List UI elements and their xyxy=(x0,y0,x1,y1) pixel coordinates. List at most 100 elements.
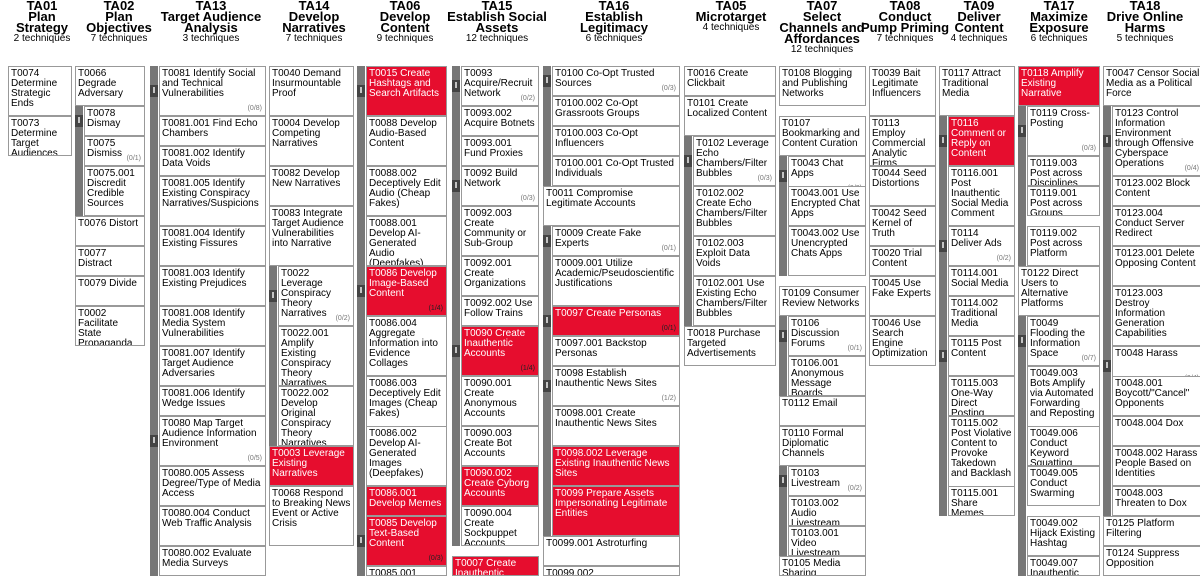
technique-cell[interactable]: T0011 Compromise Legitimate Accounts xyxy=(543,186,680,226)
technique-cell[interactable]: T0004 Develop Competing Narratives xyxy=(269,116,354,166)
technique-cell[interactable]: T0080.002 Evaluate Media Surveys xyxy=(159,546,266,576)
technique-cell[interactable]: T0092.001 Create Organizations xyxy=(461,256,539,296)
expand-toggle-bar[interactable]: ‖ xyxy=(269,266,277,446)
expand-toggle-bar[interactable]: ‖ xyxy=(75,106,83,216)
technique-cell[interactable]: T0090.001 Create Anonymous Accounts xyxy=(461,376,539,426)
technique-cell[interactable]: T0090.002 Create Cyborg Accounts xyxy=(461,466,539,506)
technique-cell[interactable]: T0110 Formal Diplomatic Channels xyxy=(779,426,866,466)
technique-cell[interactable]: T0092.003 Create Community or Sub-Group xyxy=(461,206,539,256)
technique-cell[interactable]: T0115 Post Content xyxy=(948,336,1015,376)
technique-cell[interactable]: T0049.006 Conduct Keyword Squatting xyxy=(1027,426,1100,466)
technique-cell[interactable]: T0076 Distort xyxy=(75,216,145,246)
technique-cell[interactable]: T0040 Demand Insurmountable Proof xyxy=(269,66,354,116)
technique-cell[interactable]: T0088 Develop Audio-Based Content xyxy=(366,116,447,166)
expand-toggle-bar[interactable]: ‖ xyxy=(1018,106,1026,266)
technique-cell[interactable]: T0049.002 Hijack Existing Hashtag xyxy=(1027,516,1100,556)
technique-cell[interactable]: T0098 Establish Inauthentic News Sites (1… xyxy=(552,366,680,406)
tactic-header-ta13[interactable]: TA13 Target Audience Analysis 3 techniques xyxy=(151,0,271,60)
expand-toggle-bar[interactable]: ‖ xyxy=(939,116,947,226)
technique-cell[interactable]: T0016 Create Clickbait xyxy=(684,66,776,96)
expand-icon[interactable]: ‖ xyxy=(543,75,551,87)
technique-cell[interactable]: T0090.004 Create Sockpuppet Accounts xyxy=(461,506,539,546)
technique-cell[interactable]: T0080.005 Assess Degree/Type of Media Ac… xyxy=(159,466,266,506)
technique-cell[interactable]: T0116 Comment or Reply on Content xyxy=(948,116,1015,166)
technique-cell[interactable]: T0100.002 Co-Opt Grassroots Groups xyxy=(552,96,680,126)
technique-cell[interactable]: T0068 Respond to Breaking News Event or … xyxy=(269,486,354,546)
technique-cell[interactable]: T0106.001 Anonymous Message Boards xyxy=(788,356,866,396)
technique-cell[interactable]: T0123.002 Block Content xyxy=(1112,176,1200,206)
expand-icon[interactable]: ‖ xyxy=(779,170,787,182)
technique-cell[interactable]: T0081.006 Identify Wedge Issues xyxy=(159,386,266,416)
technique-cell[interactable]: T0049.007 Inauthentic xyxy=(1027,556,1100,576)
expand-icon[interactable]: ‖ xyxy=(269,290,277,302)
technique-cell[interactable]: T0102.001 Use Existing Echo Chambers/Fil… xyxy=(693,276,776,326)
tactic-header-ta08[interactable]: TA08 Conduct Pump Priming 7 techniques xyxy=(845,0,965,60)
expand-icon[interactable]: ‖ xyxy=(150,435,158,447)
technique-cell[interactable]: T0075 Dismiss (0/1) xyxy=(84,136,145,166)
technique-cell[interactable]: T0093.002 Acquire Botnets xyxy=(461,106,539,136)
technique-cell[interactable]: T0039 Bait Legitimate Influencers xyxy=(869,66,936,116)
technique-cell[interactable]: T0090.003 Create Bot Accounts xyxy=(461,426,539,466)
technique-cell[interactable]: T0115.001 Share Memes xyxy=(948,486,1015,516)
technique-cell[interactable]: T0093.001 Fund Proxies xyxy=(461,136,539,166)
technique-cell[interactable]: T0100.003 Co-Opt Influencers xyxy=(552,126,680,156)
technique-cell[interactable]: T0045 Use Fake Experts xyxy=(869,276,936,316)
technique-cell[interactable]: T0116.001 Post Inauthentic Social Media … xyxy=(948,166,1015,226)
technique-cell[interactable]: T0049.005 Conduct Swarming xyxy=(1027,466,1100,506)
technique-cell[interactable]: T0112 Email xyxy=(779,396,866,426)
technique-cell[interactable]: T0048.002 Harass People Based on Identit… xyxy=(1112,446,1200,486)
technique-cell[interactable]: T0092 Build Network (0/3) xyxy=(461,166,539,206)
expand-toggle-bar[interactable]: ‖ xyxy=(543,66,551,186)
technique-cell[interactable]: T0109 Consumer Review Networks xyxy=(779,286,866,316)
technique-cell[interactable]: T0114 Deliver Ads (0/2) xyxy=(948,226,1015,266)
technique-cell[interactable]: T0118 Amplify Existing Narrative xyxy=(1018,66,1100,106)
technique-cell[interactable]: T0083 Integrate Target Audience Vulnerab… xyxy=(269,206,354,266)
expand-icon[interactable]: ‖ xyxy=(452,180,460,192)
technique-cell[interactable]: T0081.001 Find Echo Chambers xyxy=(159,116,266,146)
technique-cell[interactable]: T0086.001 Develop Memes xyxy=(366,486,447,516)
technique-cell[interactable]: T0022 Leverage Conspiracy Theory Narrati… xyxy=(278,266,354,326)
expand-toggle-bar[interactable]: ‖ xyxy=(452,326,460,546)
technique-cell[interactable]: T0093 Acquire/Recruit Network (0/2) xyxy=(461,66,539,106)
technique-cell[interactable]: T0097.001 Backstop Personas xyxy=(552,336,680,366)
technique-cell[interactable]: T0115.002 Post Violative Content to Prov… xyxy=(948,416,1015,496)
expand-toggle-bar[interactable]: ‖ xyxy=(1018,316,1026,576)
expand-icon[interactable]: ‖ xyxy=(543,380,551,392)
expand-toggle-bar[interactable]: ‖ xyxy=(150,416,158,576)
technique-cell[interactable]: T0125 Platform Filtering xyxy=(1103,516,1200,546)
technique-cell[interactable]: T0102.002 Create Echo Chambers/Filter Bu… xyxy=(693,186,776,236)
technique-cell[interactable]: T0100.001 Co-Opt Trusted Individuals xyxy=(552,156,680,186)
technique-cell[interactable]: T0002 Facilitate State Propaganda xyxy=(75,306,145,346)
technique-cell[interactable]: T0086.004 Aggregate Information into Evi… xyxy=(366,316,447,376)
expand-icon[interactable]: ‖ xyxy=(1018,335,1026,347)
technique-cell[interactable]: T0003 Leverage Existing Narratives xyxy=(269,446,354,486)
expand-toggle-bar[interactable]: ‖ xyxy=(1103,106,1111,346)
technique-cell[interactable]: T0015 Create Hashtags and Search Artifac… xyxy=(366,66,447,116)
technique-cell[interactable]: T0088.001 Develop AI-Generated Audio (De… xyxy=(366,216,447,266)
expand-toggle-bar[interactable]: ‖ xyxy=(452,66,460,166)
expand-toggle-bar[interactable]: ‖ xyxy=(779,156,787,276)
technique-cell[interactable]: T0099 Prepare Assets Impersonating Legit… xyxy=(552,486,680,536)
expand-icon[interactable]: ‖ xyxy=(939,135,947,147)
expand-icon[interactable]: ‖ xyxy=(939,350,947,362)
expand-icon[interactable]: ‖ xyxy=(779,475,787,487)
technique-cell[interactable]: T0105 Media Sharing xyxy=(779,556,866,576)
expand-icon[interactable]: ‖ xyxy=(150,85,158,97)
expand-icon[interactable]: ‖ xyxy=(1103,360,1111,372)
technique-cell[interactable]: T0119.003 Post across Disciplines xyxy=(1027,156,1100,186)
tactic-header-ta06[interactable]: TA06 Develop Content 9 techniques xyxy=(345,0,465,60)
tactic-header-ta09[interactable]: TA09 Deliver Content 4 techniques xyxy=(919,0,1039,60)
expand-icon[interactable]: ‖ xyxy=(452,345,460,357)
technique-cell[interactable]: T0080 Map Target Audience Information En… xyxy=(159,416,266,466)
technique-cell[interactable]: T0080.004 Conduct Web Traffic Analysis xyxy=(159,506,266,546)
technique-cell[interactable]: T0081.003 Identify Existing Prejudices xyxy=(159,266,266,306)
expand-toggle-bar[interactable]: ‖ xyxy=(543,306,551,366)
expand-icon[interactable]: ‖ xyxy=(684,155,692,167)
technique-cell[interactable]: T0075.001 Discredit Credible Sources xyxy=(84,166,145,216)
technique-cell[interactable]: T0047 Censor Social Media as a Political… xyxy=(1103,66,1200,106)
technique-cell[interactable]: T0081.005 Identify Existing Conspiracy N… xyxy=(159,176,266,226)
technique-cell[interactable]: T0103.002 Audio Livestream xyxy=(788,496,866,526)
technique-cell[interactable]: T0009.001 Utilize Academic/Pseudoscienti… xyxy=(552,256,680,306)
tactic-header-ta14[interactable]: TA14 Develop Narratives 7 techniques xyxy=(254,0,374,60)
expand-icon[interactable]: ‖ xyxy=(452,80,460,92)
